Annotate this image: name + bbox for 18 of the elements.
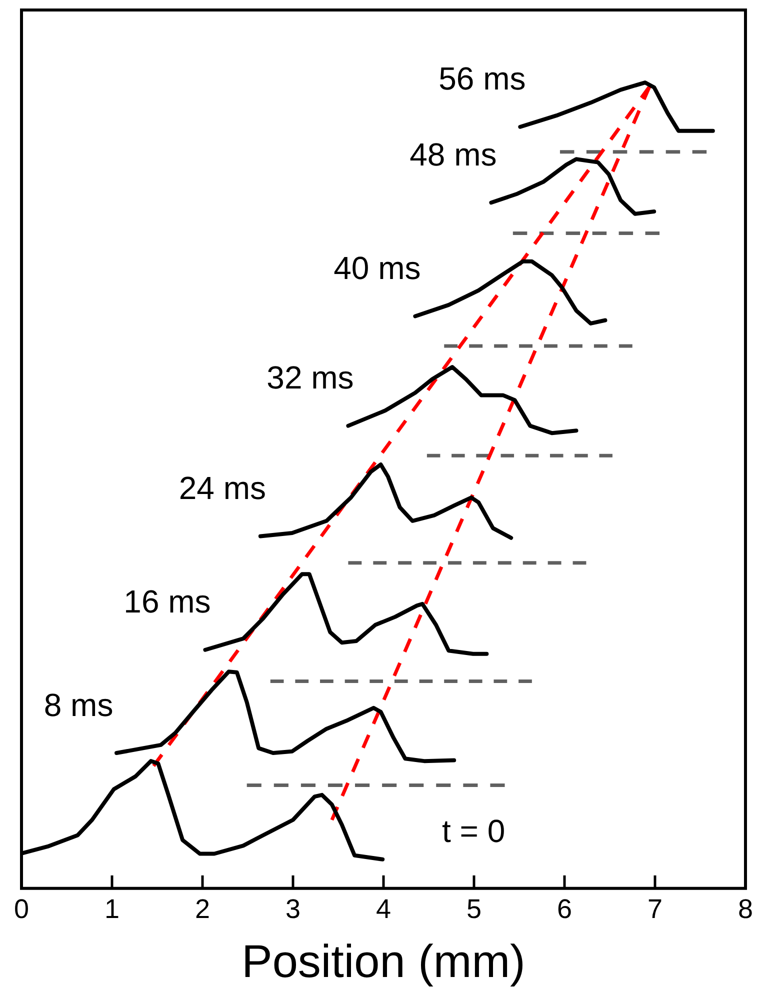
annotation: 24 ms bbox=[178, 470, 266, 506]
annotation: 48 ms bbox=[410, 136, 497, 172]
x-axis-title: Position (mm) bbox=[242, 935, 526, 988]
x-tick-label: 4 bbox=[376, 894, 392, 924]
x-tick-label: 3 bbox=[285, 894, 301, 924]
annotation: 16 ms bbox=[124, 584, 211, 620]
annotation: 56 ms bbox=[438, 60, 526, 97]
x-tick-label: 1 bbox=[104, 894, 120, 924]
x-tick-label: 5 bbox=[466, 894, 482, 924]
x-tick-label: 0 bbox=[14, 894, 30, 924]
x-tick-label: 2 bbox=[194, 894, 210, 924]
annotation: 8 ms bbox=[44, 686, 114, 723]
x-tick-label: 7 bbox=[647, 894, 663, 924]
annotation: 40 ms bbox=[334, 250, 421, 286]
x-tick-label: 8 bbox=[738, 894, 754, 924]
annotation: 32 ms bbox=[266, 360, 354, 396]
annotation: t = 0 bbox=[442, 813, 506, 850]
x-tick-label: 6 bbox=[556, 894, 572, 924]
